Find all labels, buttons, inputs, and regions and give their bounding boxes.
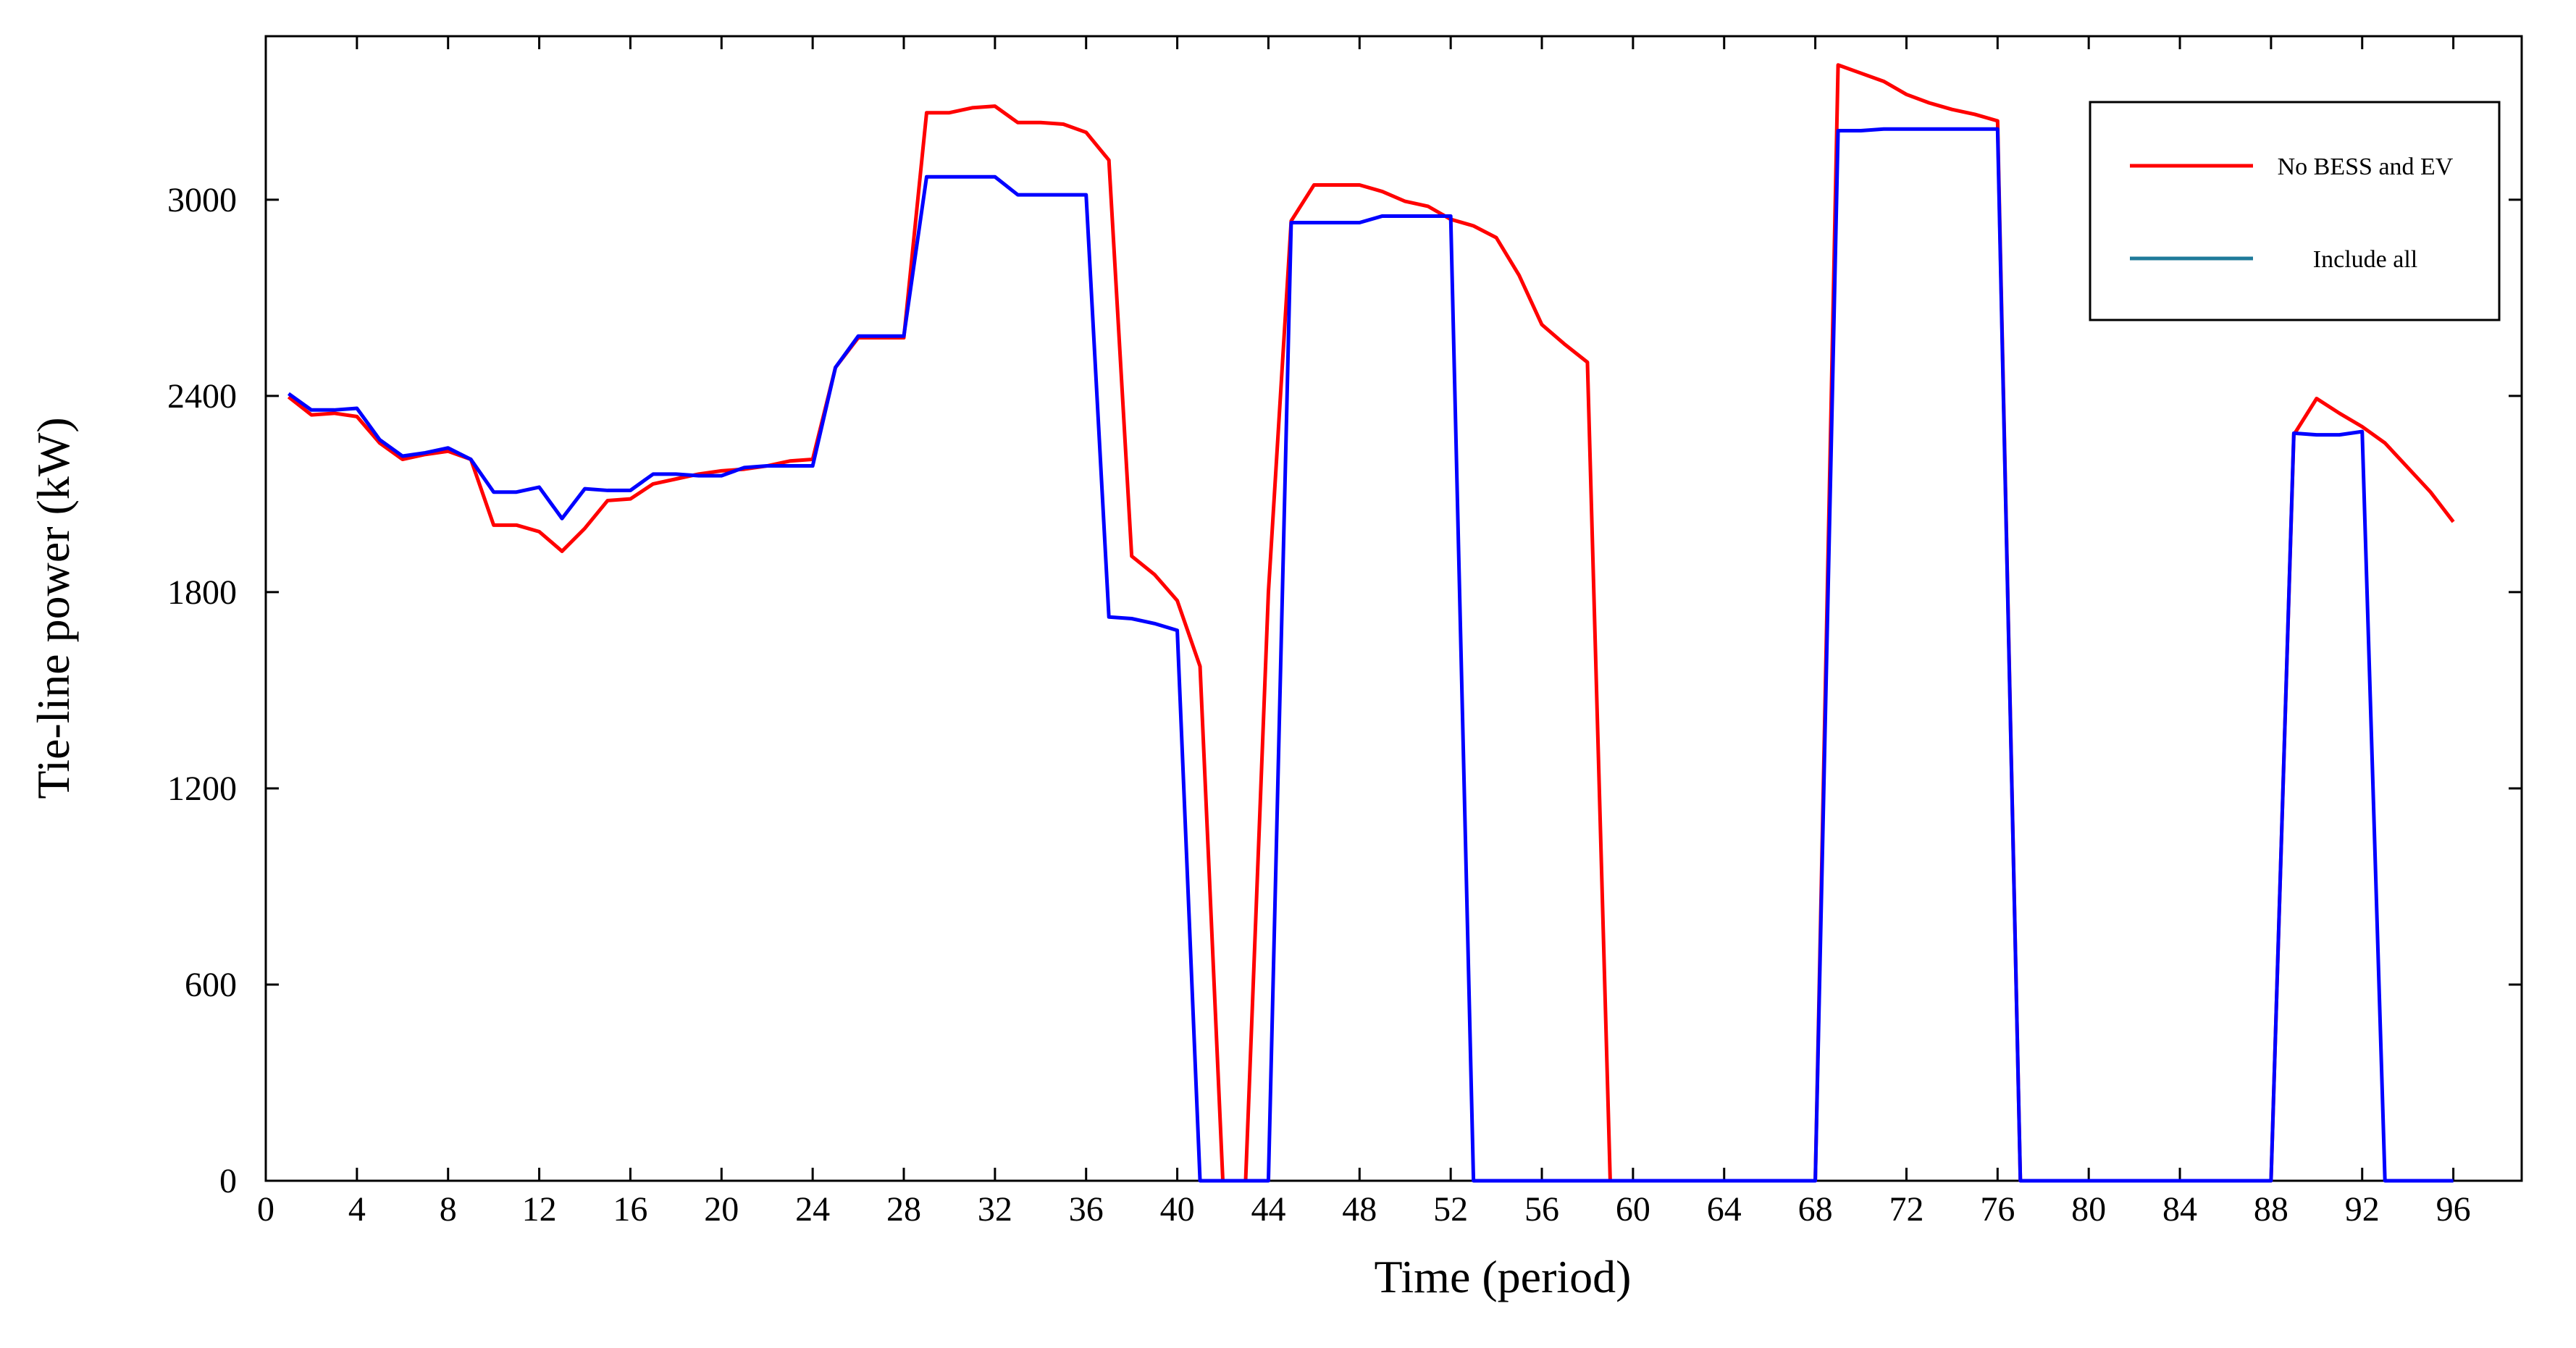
legend-label: Include all <box>2313 246 2417 273</box>
x-tick-label: 96 <box>2436 1190 2471 1229</box>
x-tick-label: 32 <box>978 1190 1012 1229</box>
x-tick-label: 84 <box>2162 1190 2197 1229</box>
x-tick-label: 80 <box>2071 1190 2106 1229</box>
x-tick-label: 64 <box>1707 1190 1742 1229</box>
series-line <box>288 127 2454 1183</box>
legend-label: No BESS and EV <box>2278 153 2454 180</box>
x-tick-label: 8 <box>440 1190 457 1229</box>
x-tick-label: 4 <box>348 1190 366 1229</box>
x-tick-label: 44 <box>1251 1190 1285 1229</box>
x-tick-label: 72 <box>1889 1190 1923 1229</box>
y-tick-label: 1800 <box>167 573 237 612</box>
x-tick-label: 68 <box>1798 1190 1833 1229</box>
x-axis-label: Time (period) <box>1375 1251 1632 1302</box>
plot-frame <box>264 35 2523 1182</box>
x-tick-label: 92 <box>2345 1190 2380 1229</box>
x-tick-label: 28 <box>886 1190 921 1229</box>
y-tick-label: 2400 <box>167 377 237 416</box>
x-tick-label: 48 <box>1342 1190 1377 1229</box>
y-tick-label: 1200 <box>167 770 237 808</box>
y-tick-label: 3000 <box>167 181 237 219</box>
y-tick-label: 600 <box>185 966 237 1004</box>
y-axis-label: Tie-line power (kW) <box>28 417 79 799</box>
x-tick-label: 20 <box>704 1190 739 1229</box>
x-tick-label: 52 <box>1433 1190 1468 1229</box>
x-tick-label: 88 <box>2254 1190 2288 1229</box>
x-tick-label: 60 <box>1616 1190 1650 1229</box>
y-tick-label: 0 <box>219 1162 237 1200</box>
x-tick-label: 12 <box>522 1190 557 1229</box>
legend-box <box>2089 101 2501 321</box>
x-tick-label: 0 <box>257 1190 274 1229</box>
x-tick-label: 36 <box>1069 1190 1104 1229</box>
x-tick-label: 56 <box>1524 1190 1559 1229</box>
x-tick-label: 24 <box>795 1190 830 1229</box>
x-tick-label: 76 <box>1980 1190 2015 1229</box>
x-tick-label: 16 <box>613 1190 647 1229</box>
x-tick-label: 40 <box>1160 1190 1195 1229</box>
